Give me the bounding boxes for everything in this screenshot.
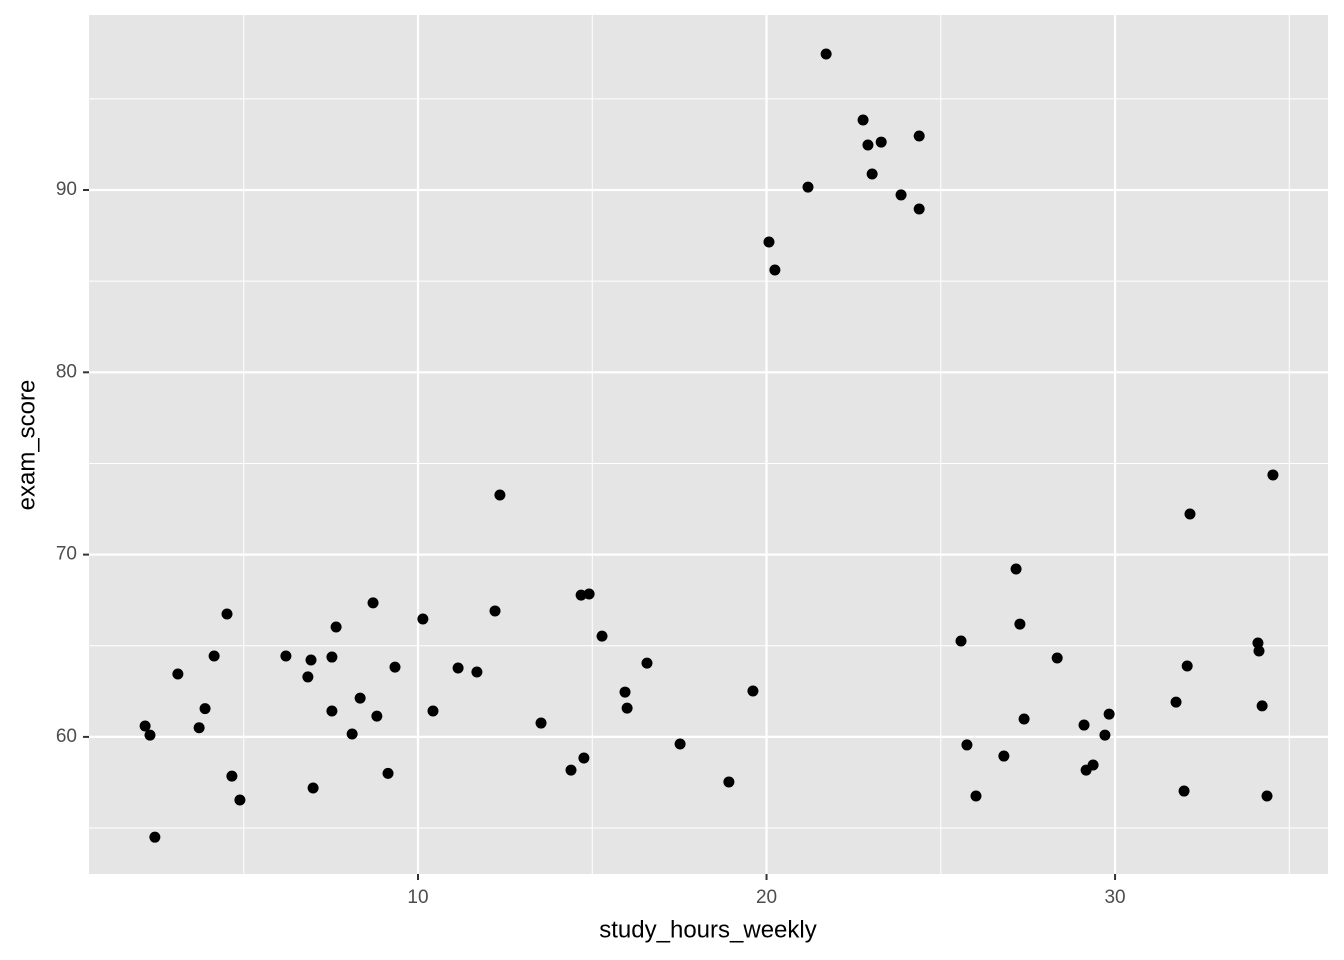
point <box>367 597 379 609</box>
point <box>471 666 483 678</box>
point <box>199 703 211 715</box>
point <box>575 589 587 601</box>
x-axis-title: study_hours_weekly <box>599 916 816 943</box>
point <box>1014 618 1026 630</box>
point <box>913 130 925 142</box>
point <box>621 702 633 714</box>
point <box>149 831 161 843</box>
plot-panel <box>89 15 1328 874</box>
point <box>583 588 595 600</box>
point <box>535 717 547 729</box>
point <box>280 650 292 662</box>
point <box>139 720 151 732</box>
point <box>913 203 925 215</box>
point <box>674 738 686 750</box>
point <box>802 181 814 193</box>
point <box>1051 652 1063 664</box>
point <box>226 770 238 782</box>
point <box>172 668 184 680</box>
point <box>747 685 759 697</box>
point <box>866 168 878 180</box>
point <box>1099 729 1111 741</box>
point <box>382 767 394 779</box>
point <box>1178 785 1190 797</box>
point <box>875 136 887 148</box>
point <box>234 794 246 806</box>
y-tick-label: 90 <box>56 179 77 200</box>
point <box>221 608 233 620</box>
point <box>820 48 832 60</box>
point <box>1252 637 1264 649</box>
point <box>862 139 874 151</box>
point <box>769 264 781 276</box>
point <box>346 728 358 740</box>
x-tick-label: 10 <box>407 887 428 908</box>
point <box>371 710 383 722</box>
point <box>1103 708 1115 720</box>
point <box>998 750 1010 762</box>
point <box>763 236 775 248</box>
point <box>307 782 319 794</box>
point <box>144 729 156 741</box>
point <box>494 489 506 501</box>
point <box>489 605 501 617</box>
point <box>1253 645 1265 657</box>
point <box>1170 696 1182 708</box>
point <box>389 661 401 673</box>
point <box>330 621 342 633</box>
point <box>857 114 869 126</box>
point <box>417 613 429 625</box>
point <box>955 635 967 647</box>
point <box>961 739 973 751</box>
point <box>354 692 366 704</box>
point <box>427 705 439 717</box>
point <box>1256 700 1268 712</box>
y-tick-label: 60 <box>56 726 77 747</box>
point <box>1184 508 1196 520</box>
point <box>641 657 653 669</box>
point <box>1181 660 1193 672</box>
point <box>1267 469 1279 481</box>
point <box>619 686 631 698</box>
point <box>193 722 205 734</box>
point <box>1087 759 1099 771</box>
x-tick-label: 20 <box>756 887 777 908</box>
point <box>895 189 907 201</box>
point <box>208 650 220 662</box>
x-tick-label: 30 <box>1104 887 1125 908</box>
y-tick-label: 80 <box>56 361 77 382</box>
point <box>1018 713 1030 725</box>
point <box>565 764 577 776</box>
point <box>1078 719 1090 731</box>
point <box>596 630 608 642</box>
point <box>302 671 314 683</box>
point <box>326 651 338 663</box>
point <box>723 776 735 788</box>
y-tick-label: 70 <box>56 544 77 565</box>
point <box>1261 790 1273 802</box>
point <box>305 654 317 666</box>
point <box>970 790 982 802</box>
point <box>326 705 338 717</box>
point <box>1010 563 1022 575</box>
y-axis-title: exam_score <box>13 380 40 511</box>
point <box>578 752 590 764</box>
point <box>452 662 464 674</box>
